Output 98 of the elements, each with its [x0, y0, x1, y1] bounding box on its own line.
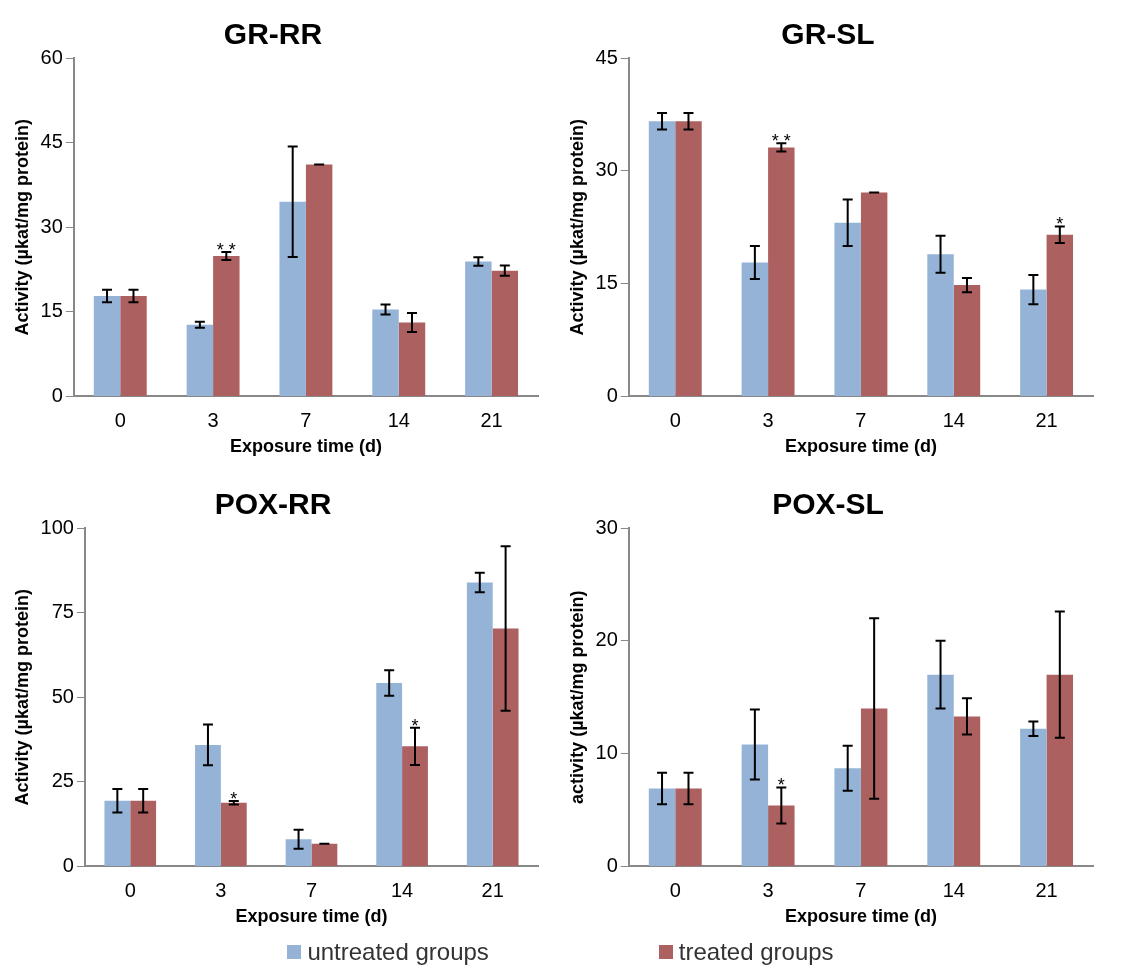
- y-tick-label: 100: [40, 515, 74, 538]
- bar: [834, 222, 861, 396]
- bar: [285, 839, 312, 866]
- x-tick-label: 7: [305, 878, 318, 901]
- x-tick-label: 21: [481, 878, 504, 901]
- x-tick-label: 7: [855, 878, 867, 901]
- x-axis-title: Exposure time (d): [784, 436, 937, 457]
- bar: [860, 192, 888, 396]
- x-tick-label: 3: [762, 408, 774, 431]
- x-tick-label: 3: [215, 878, 227, 901]
- x-axis-title: Exposure time (d): [235, 906, 388, 927]
- y-tick-label: 15: [595, 271, 618, 294]
- bar: [120, 296, 147, 396]
- annotation: *: [411, 715, 419, 736]
- y-tick-label: 0: [606, 383, 618, 406]
- bar: [648, 788, 676, 866]
- y-tick-label: 60: [40, 45, 63, 68]
- bar: [860, 708, 888, 866]
- bar: [1046, 674, 1074, 866]
- x-axis-title: Exposure time (d): [784, 906, 937, 927]
- y-tick-label: 50: [51, 684, 74, 707]
- x-tick-label: 21: [1035, 408, 1058, 431]
- bar: [305, 164, 333, 396]
- y-tick-label: 0: [51, 383, 63, 406]
- x-tick-label: 21: [1035, 878, 1058, 901]
- bar: [953, 716, 981, 866]
- bar: [93, 296, 121, 396]
- bar: [491, 270, 519, 396]
- y-axis-title: activity (µkat/mg protein): [566, 590, 587, 804]
- bar: [465, 261, 492, 396]
- annotation: * *: [771, 131, 791, 152]
- y-tick-label: 10: [595, 741, 618, 764]
- x-tick-label: 14: [387, 408, 410, 431]
- bar: [1020, 728, 1047, 866]
- bar: [279, 201, 306, 396]
- chart-title: POX-SL: [772, 487, 884, 521]
- bar: [768, 805, 795, 866]
- y-axis-title: Activity (µkat/mg protein): [11, 119, 32, 336]
- bar: [741, 262, 769, 396]
- bar: [675, 121, 702, 396]
- x-tick-label: 0: [124, 878, 136, 901]
- bar: [376, 682, 403, 866]
- x-tick-label: 7: [855, 408, 867, 431]
- annotation: * *: [216, 240, 236, 261]
- bar: [741, 744, 769, 866]
- chart-title: GR-SL: [781, 17, 875, 51]
- y-axis-title: Activity (µkat/mg protein): [566, 119, 587, 336]
- bar: [220, 802, 247, 866]
- x-tick-label: 14: [390, 878, 414, 901]
- x-tick-label: 3: [207, 408, 219, 431]
- y-tick-label: 30: [595, 515, 618, 538]
- y-tick-label: 45: [40, 130, 63, 153]
- annotation: *: [1056, 214, 1064, 235]
- bar: [466, 582, 493, 866]
- annotation: *: [777, 775, 785, 796]
- bar: [927, 674, 954, 866]
- x-tick-label: 14: [942, 408, 965, 431]
- x-tick-label: 7: [300, 408, 312, 431]
- bar: [186, 324, 214, 396]
- bar: [492, 628, 519, 866]
- annotation: *: [230, 789, 238, 810]
- y-tick-label: 20: [595, 628, 618, 651]
- bar: [104, 800, 131, 866]
- chart-title: POX-RR: [214, 487, 332, 521]
- y-tick-label: 45: [595, 45, 618, 68]
- bar: [953, 285, 981, 396]
- bar: [311, 843, 338, 866]
- bar: [927, 254, 954, 396]
- y-tick-label: 30: [40, 214, 63, 237]
- legend-label: untreated groups: [307, 938, 489, 966]
- x-tick-label: 14: [942, 878, 965, 901]
- bar: [648, 121, 676, 396]
- x-tick-label: 0: [669, 878, 681, 901]
- legend-label: treated groups: [678, 938, 834, 966]
- bar: [675, 788, 702, 866]
- bar: [213, 255, 240, 396]
- y-tick-label: 0: [62, 853, 74, 876]
- bar: [768, 147, 795, 396]
- bar: [398, 322, 426, 396]
- x-tick-label: 0: [669, 408, 681, 431]
- y-tick-label: 0: [606, 853, 618, 876]
- chart-title: GR-RR: [223, 17, 323, 51]
- bar: [1046, 234, 1074, 396]
- bar: [195, 744, 221, 866]
- y-tick-label: 30: [595, 158, 618, 181]
- y-tick-label: 75: [51, 600, 74, 623]
- y-tick-label: 25: [51, 769, 74, 792]
- bar: [130, 800, 157, 866]
- x-tick-label: 3: [762, 878, 774, 901]
- bar: [834, 768, 861, 866]
- bar: [372, 309, 399, 396]
- bar: [402, 746, 428, 866]
- bar: [1020, 289, 1047, 396]
- y-tick-label: 15: [40, 299, 63, 322]
- x-tick-label: 0: [114, 408, 126, 431]
- y-axis-title: Activity (µkat/mg protein): [11, 589, 32, 806]
- x-axis-title: Exposure time (d): [229, 436, 382, 457]
- x-tick-label: 21: [480, 408, 503, 431]
